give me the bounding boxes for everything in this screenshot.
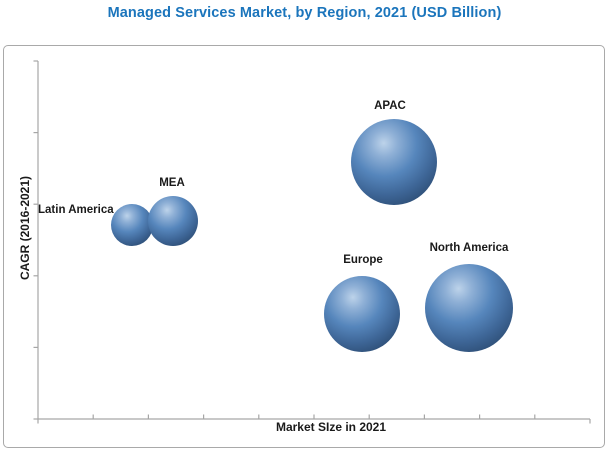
bubble-mea (148, 196, 198, 246)
bubble-label-europe: Europe (343, 254, 383, 266)
bubble-latin-america (111, 204, 153, 246)
bubble-apac (351, 119, 437, 205)
bubble-label-north-america: North America (430, 242, 509, 254)
plot-area-border (3, 45, 605, 448)
bubble-north-america (425, 264, 513, 352)
bubble-label-apac: APAC (374, 100, 406, 112)
y-axis-title: CAGR (2016-2021) (18, 175, 32, 281)
bubble-label-latin-america: Latin America (38, 204, 114, 216)
chart-title: Managed Services Market, by Region, 2021… (107, 5, 502, 21)
x-axis-title: Market SIze in 2021 (275, 420, 387, 434)
bubble-label-mea: MEA (159, 177, 185, 189)
bubble-europe (324, 276, 400, 352)
